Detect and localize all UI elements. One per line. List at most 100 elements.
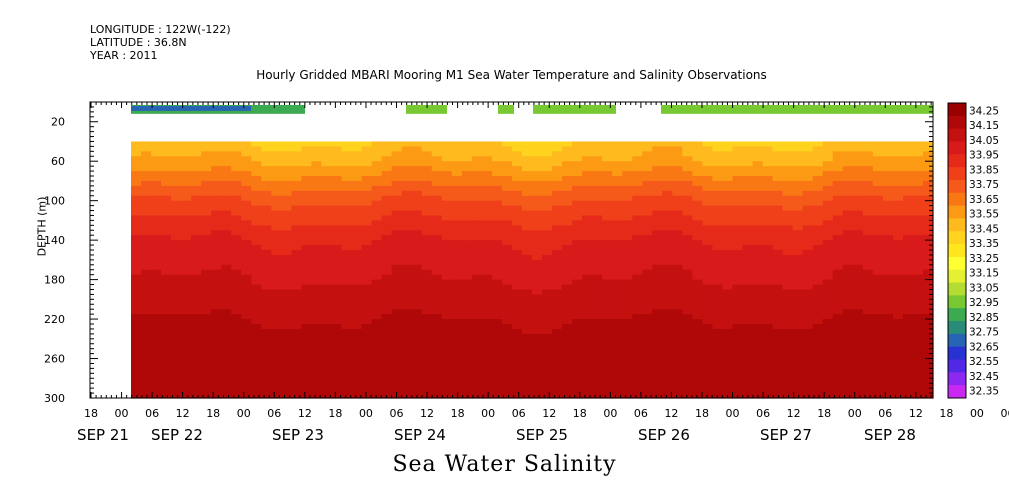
heat-cell — [742, 205, 754, 212]
heat-cell — [832, 363, 844, 369]
heat-cell — [261, 348, 272, 355]
heat-cell — [792, 166, 804, 172]
heat-cell — [562, 304, 573, 310]
x-hour-label: 06 — [878, 407, 892, 420]
heat-cell — [622, 299, 633, 305]
heat-cell — [141, 338, 152, 345]
heat-cell — [632, 324, 643, 330]
heat-cell — [321, 240, 333, 246]
heat-cell — [471, 220, 483, 226]
heat-cell — [572, 240, 583, 246]
heat-cell — [371, 190, 383, 197]
heat-cell — [552, 378, 563, 384]
heat-cell — [291, 254, 303, 261]
heat-cell — [582, 245, 593, 251]
heat-cell — [271, 378, 282, 384]
heat-cell — [742, 388, 754, 394]
heat-cell — [521, 195, 533, 202]
heat-cell — [321, 264, 333, 271]
heat-cell — [642, 294, 653, 300]
heat-cell — [802, 373, 814, 379]
heat-cell — [181, 388, 192, 394]
heat-cell — [772, 146, 784, 152]
heat-cell — [141, 319, 152, 325]
heat-cell — [361, 264, 373, 271]
heat-cell — [421, 185, 433, 192]
heat-cell — [702, 333, 714, 340]
heat-cell — [592, 314, 603, 320]
heat-cell — [562, 269, 573, 276]
heat-cell — [802, 250, 814, 256]
heat-cell — [732, 171, 744, 177]
heat-cell — [782, 289, 794, 295]
heat-cell — [371, 284, 383, 291]
heat-cell — [612, 284, 623, 291]
heat-cell — [842, 220, 854, 226]
heat-cell — [291, 259, 303, 266]
heat-cell — [582, 328, 593, 335]
heat-cell — [371, 215, 383, 221]
heat-cell — [772, 383, 784, 389]
heat-cell — [822, 324, 834, 330]
heat-cell — [802, 363, 814, 369]
heat-cell — [241, 378, 252, 384]
heat-cell — [792, 279, 804, 286]
heat-cell — [582, 151, 593, 157]
heat-cell — [481, 156, 493, 162]
heat-cell — [401, 171, 413, 177]
heat-cell — [652, 333, 663, 340]
heat-cell — [511, 343, 523, 350]
heat-cell — [351, 294, 363, 300]
heat-cell — [471, 205, 483, 212]
heat-cell — [311, 279, 323, 286]
heat-cell — [341, 254, 353, 261]
heat-cell — [912, 156, 924, 162]
year-label: YEAR : 2011 — [90, 49, 158, 62]
heat-cell — [732, 363, 744, 369]
heat-cell — [922, 141, 934, 147]
heat-cell — [632, 146, 643, 152]
heat-cell — [552, 324, 563, 330]
heat-cell — [822, 250, 834, 256]
heat-cell — [532, 373, 543, 379]
heat-cell — [822, 363, 834, 369]
heat-cell — [552, 176, 563, 182]
heat-cell — [281, 368, 293, 374]
heat-cell — [732, 264, 744, 271]
heat-cell — [221, 269, 232, 276]
heat-cell — [832, 269, 844, 276]
heat-cell — [572, 393, 583, 399]
heat-cell — [201, 180, 212, 187]
heat-cell — [802, 279, 814, 286]
heat-cell — [592, 333, 603, 340]
heat-cell — [211, 210, 222, 217]
heat-cell — [782, 363, 794, 369]
heat-cell — [191, 343, 202, 350]
heat-cell — [892, 348, 904, 355]
heat-cell — [411, 245, 423, 251]
colorbar-swatch — [948, 244, 966, 258]
x-hour-label: 12 — [176, 407, 190, 420]
heat-cell — [181, 176, 192, 182]
heat-cell — [461, 215, 473, 221]
heat-cell — [261, 378, 272, 384]
heat-cell — [852, 368, 864, 374]
heat-cell — [351, 180, 363, 187]
heat-cell — [271, 215, 282, 221]
heat-cell — [231, 294, 242, 300]
heat-cell — [892, 269, 904, 276]
heat-cell — [141, 250, 152, 256]
heat-cell — [752, 180, 764, 187]
heat-cell — [371, 146, 383, 152]
heat-cell — [521, 284, 533, 291]
heat-cell — [682, 240, 694, 246]
heat-cell — [131, 279, 142, 286]
heat-cell — [141, 254, 152, 261]
heat-cell — [702, 299, 714, 305]
heat-cell — [371, 353, 383, 360]
heat-cell — [592, 304, 603, 310]
heat-cell — [532, 235, 543, 241]
heat-cell — [441, 284, 453, 291]
heat-cell — [532, 171, 543, 177]
heat-cell — [391, 210, 403, 217]
